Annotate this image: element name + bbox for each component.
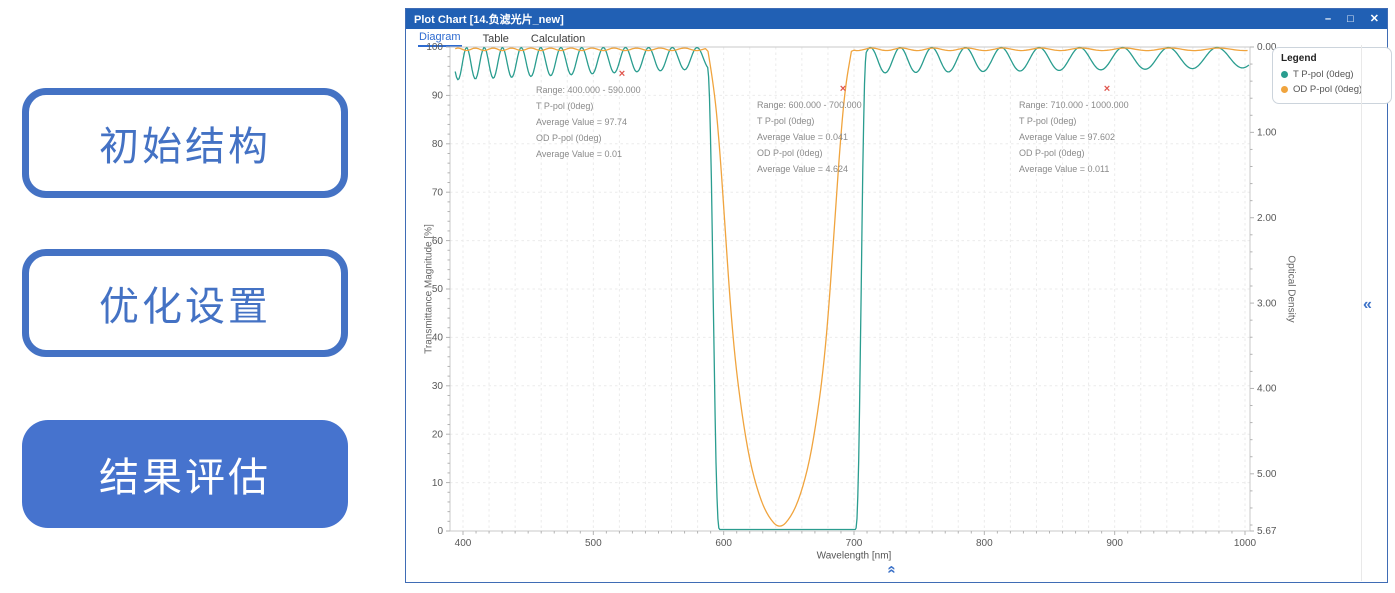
minimize-icon[interactable]: – bbox=[1325, 12, 1332, 25]
legend-swatch-icon bbox=[1281, 86, 1288, 93]
initial-structure-button[interactable]: 初始结构 bbox=[22, 88, 348, 198]
collapse-left-icon[interactable]: « bbox=[1363, 296, 1372, 313]
annotation-marker-icon[interactable]: × bbox=[839, 83, 847, 95]
annotation-line: T P-pol (0deg) bbox=[1019, 116, 1077, 126]
y-axis-left-title: Transmittance Magnitude [%] bbox=[423, 224, 435, 354]
legend-title: Legend bbox=[1281, 53, 1317, 64]
legend-label: OD P-pol (0deg) bbox=[1293, 84, 1363, 95]
x-axis-title: Wavelength [nm] bbox=[816, 550, 892, 562]
annotation-line: Average Value = 0.041 bbox=[757, 132, 848, 142]
range-annotation-1: × Range: 400.000 - 590.000 T P-pol (0deg) A… bbox=[536, 68, 708, 162]
legend-item: OD P-pol (0deg) bbox=[1281, 82, 1387, 97]
result-evaluation-button[interactable]: 结果评估 bbox=[22, 420, 348, 528]
annotation-line: Average Value = 0.01 bbox=[536, 149, 622, 159]
annotation-line: Range: 710.000 - 1000.000 bbox=[1019, 100, 1129, 110]
annotation-line: Range: 600.000 - 700.000 bbox=[757, 100, 862, 110]
collapse-up-icon[interactable]: « bbox=[883, 565, 901, 574]
annotation-line: Average Value = 97.602 bbox=[1019, 132, 1115, 142]
annotation-line: OD P-pol (0deg) bbox=[1019, 148, 1085, 158]
close-icon[interactable]: ✕ bbox=[1369, 12, 1379, 25]
legend-label: T P-pol (0deg) bbox=[1293, 69, 1354, 80]
window-title: Plot Chart [14.负滤光片_new] bbox=[414, 14, 564, 26]
maximize-icon[interactable]: □ bbox=[1347, 12, 1354, 25]
side-panel-divider bbox=[1361, 45, 1362, 581]
tab-calculation[interactable]: Calculation bbox=[530, 33, 586, 45]
y-axis-right-title: Optical Density bbox=[1285, 255, 1297, 323]
legend-item: T P-pol (0deg) bbox=[1281, 67, 1387, 82]
range-annotation-2: × Range: 600.000 - 700.000 T P-pol (0deg) A… bbox=[757, 83, 929, 177]
annotation-line: Average Value = 97.74 bbox=[536, 117, 627, 127]
annotation-line: Average Value = 0.011 bbox=[1019, 164, 1110, 174]
window-titlebar[interactable]: Plot Chart [14.负滤光片_new] – □ ✕ bbox=[406, 9, 1387, 29]
annotation-marker-icon[interactable]: × bbox=[618, 68, 626, 80]
window-controls: – □ ✕ bbox=[1325, 12, 1379, 25]
legend-swatch-icon bbox=[1281, 71, 1288, 78]
range-annotation-3: × Range: 710.000 - 1000.000 T P-pol (0deg)… bbox=[1019, 83, 1195, 177]
annotation-marker-icon[interactable]: × bbox=[1103, 83, 1111, 95]
legend-items: T P-pol (0deg) OD P-pol (0deg) bbox=[1281, 67, 1387, 97]
annotation-line: OD P-pol (0deg) bbox=[536, 133, 602, 143]
tab-table[interactable]: Table bbox=[482, 33, 509, 45]
annotation-line: Average Value = 4.624 bbox=[757, 164, 848, 174]
legend: Legend T P-pol (0deg) OD P-pol (0deg) bbox=[1272, 47, 1392, 104]
optimization-settings-button[interactable]: 优化设置 bbox=[22, 249, 348, 357]
annotation-line: OD P-pol (0deg) bbox=[757, 148, 823, 158]
tab-bar: Diagram Table Calculation bbox=[406, 29, 1387, 47]
annotation-line: T P-pol (0deg) bbox=[536, 101, 594, 111]
tab-diagram[interactable]: Diagram bbox=[418, 30, 462, 47]
annotation-line: Range: 400.000 - 590.000 bbox=[536, 85, 641, 95]
annotation-line: T P-pol (0deg) bbox=[757, 116, 815, 126]
